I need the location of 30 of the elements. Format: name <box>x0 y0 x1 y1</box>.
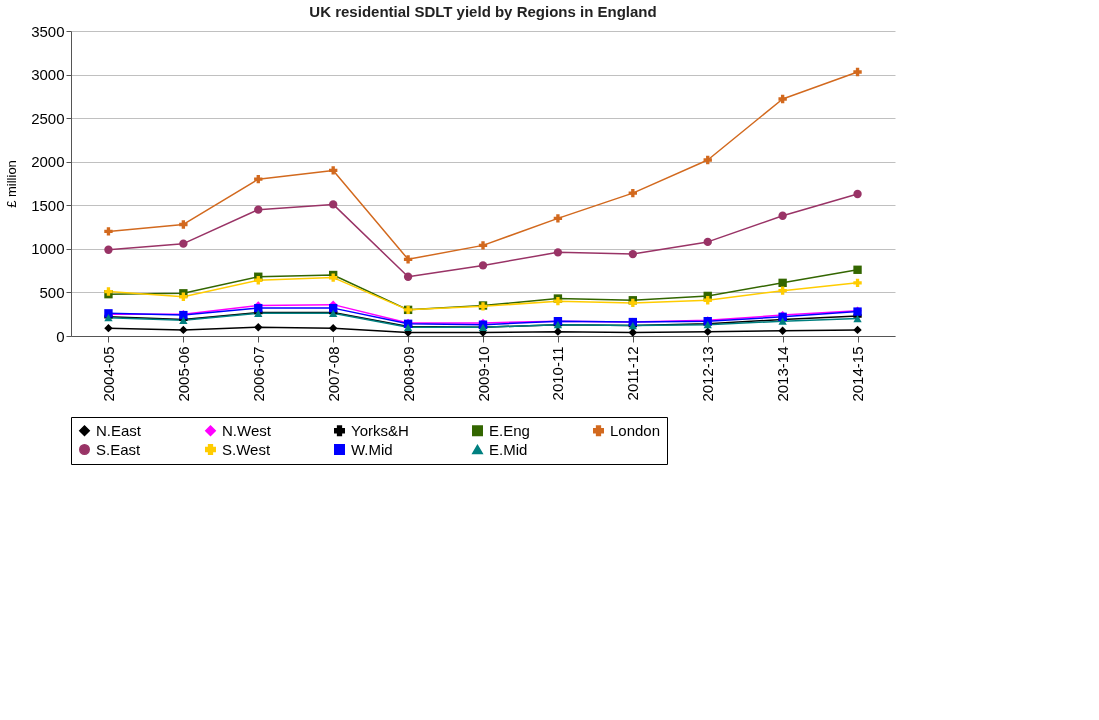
x-tick-label: 2006-07 <box>249 346 267 402</box>
x-tick-label: 2013-14 <box>774 346 792 402</box>
legend-label: W.Mid <box>351 440 393 458</box>
legend-label: S.East <box>96 440 142 458</box>
x-tick-label: 2011-12 <box>624 346 642 401</box>
legend-label: London <box>610 421 661 439</box>
legend-label: N.West <box>222 421 272 439</box>
y-tick-label: 2000 <box>31 153 65 171</box>
x-tick-label: 2010-11 <box>549 346 567 401</box>
x-tick-label: 2004-05 <box>99 346 117 402</box>
y-axis-title: £ million <box>4 160 20 208</box>
x-tick-label: 2007-08 <box>324 346 342 402</box>
y-tick-label: 500 <box>39 283 65 301</box>
y-tick-label: 3500 <box>31 22 65 40</box>
x-tick-label: 2014-15 <box>849 346 867 402</box>
y-tick-label: 3000 <box>31 66 65 84</box>
legend-label: S.West <box>222 440 271 458</box>
x-tick-label: 2008-09 <box>399 346 417 402</box>
y-tick-label: 2500 <box>31 109 65 127</box>
x-tick-label: 2012-13 <box>699 346 717 402</box>
legend-label: E.Eng <box>489 421 530 439</box>
y-tick-label: 0 <box>56 327 65 345</box>
legend-label: N.East <box>96 421 142 439</box>
chart-title: UK residential SDLT yield by Regions in England <box>309 3 657 20</box>
legend-label: Yorks&H <box>351 421 409 439</box>
x-tick-label: 2009-10 <box>474 346 492 402</box>
legend-label: E.Mid <box>489 440 528 458</box>
x-tick-label: 2005-06 <box>174 346 192 402</box>
y-tick-label: 1000 <box>31 240 65 258</box>
y-tick-label: 1500 <box>31 196 65 214</box>
